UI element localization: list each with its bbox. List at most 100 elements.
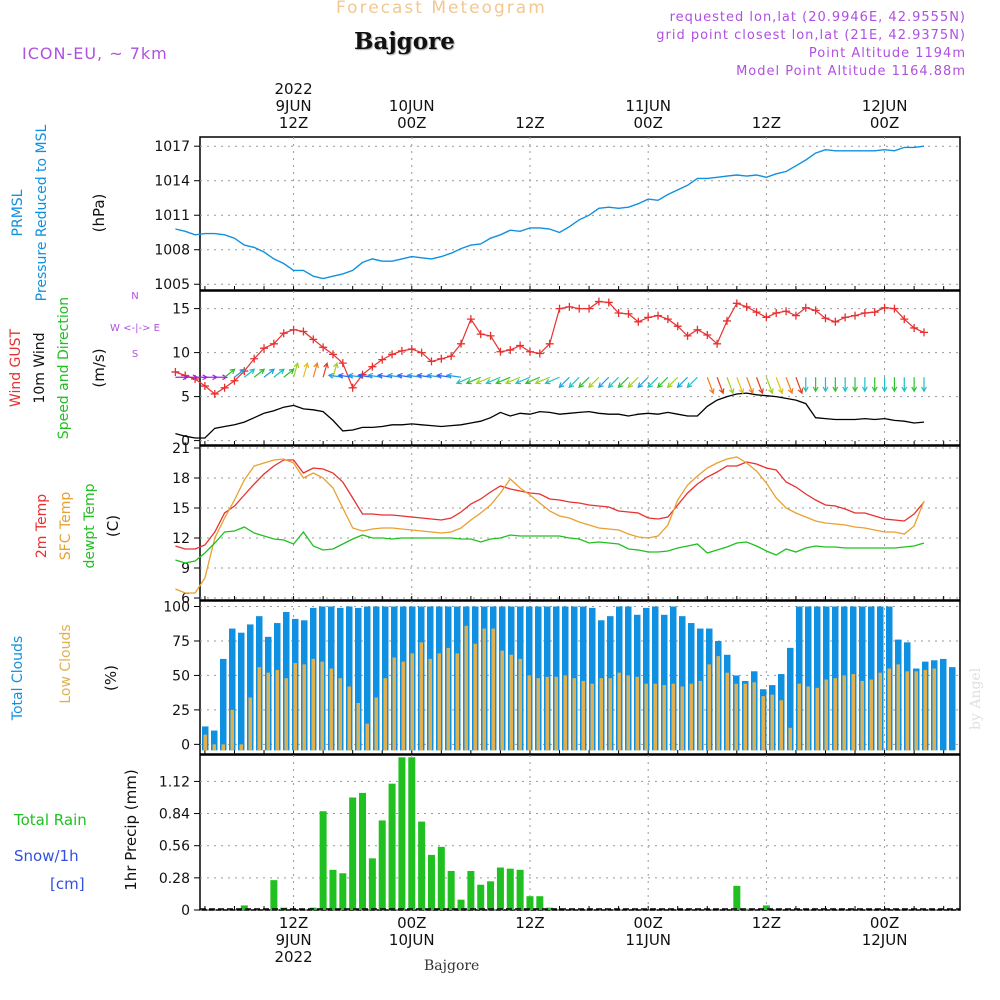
bottom-time-label: 11JUN	[625, 931, 671, 949]
low-cloud-bar	[464, 625, 468, 751]
wind-direction-arrow	[292, 362, 300, 378]
rain-bar	[467, 870, 475, 910]
low-cloud-bar	[797, 683, 801, 751]
meteogram-title: Forecast Meteogram	[336, 0, 547, 18]
top-time-label: 12Z	[515, 114, 544, 132]
low-cloud-bar	[869, 679, 873, 751]
wind-direction-arrow	[666, 376, 679, 389]
pressure-panel-frame	[199, 136, 961, 291]
rain-bar	[762, 905, 770, 910]
pressure-ytick-label: 1014	[154, 174, 190, 190]
low-cloud-bar	[878, 672, 882, 751]
rain-bar	[329, 869, 337, 910]
gust-marker	[772, 309, 781, 317]
bottom-time-label: 12JUN	[862, 931, 908, 949]
compass-south: S	[132, 349, 138, 360]
wind-direction-arrow	[637, 376, 649, 389]
low-cloud-bar	[563, 675, 567, 751]
rain-bar	[388, 783, 396, 910]
low-cloud-bar	[383, 678, 387, 751]
top-time-label: 2022	[274, 80, 312, 98]
gust-marker	[703, 331, 712, 339]
low-cloud-bar	[329, 668, 333, 751]
low-cloud-bar	[581, 680, 585, 751]
bottom-time-label: 10JUN	[389, 931, 435, 949]
clouds-panel-frame	[199, 600, 961, 755]
total-cloud-bar	[661, 614, 668, 751]
wind-direction-arrow	[676, 376, 688, 389]
temp-axis-label: 2m Temp	[34, 494, 50, 558]
wind-direction-arrow	[852, 377, 858, 393]
wind-ytick-label: 15	[172, 302, 190, 318]
wind-direction-arrow	[495, 376, 511, 385]
gust-marker	[525, 347, 534, 356]
gust-marker	[496, 347, 505, 356]
wind-direction-arrow	[524, 376, 541, 385]
total-cloud-bar	[805, 606, 812, 751]
wind-direction-arrow	[514, 376, 531, 385]
wind-direction-arrow	[445, 372, 462, 379]
rain-bar	[359, 792, 367, 910]
low-cloud-bar	[518, 658, 522, 751]
total-cloud-bar	[229, 628, 236, 751]
gust-marker	[407, 345, 416, 354]
total-clouds-axis-label: Total Clouds	[10, 636, 26, 721]
wind-direction-arrow	[736, 377, 745, 395]
low-cloud-bar	[320, 661, 324, 751]
top-time-label: 00Z	[397, 114, 426, 132]
low-cloud-bar	[689, 683, 693, 751]
temperature-ytick-label: 9	[181, 561, 190, 577]
dewpt-line	[175, 526, 925, 564]
rain-bar	[526, 896, 534, 910]
low-cloud-bar	[860, 680, 864, 751]
point-altitude: Point Altitude 1194m	[808, 46, 966, 61]
pressure-ytick-label: 1005	[154, 277, 190, 293]
gust-marker	[841, 313, 850, 322]
gust-marker	[791, 311, 800, 320]
gust-marker	[427, 357, 436, 366]
low-cloud-bar	[851, 674, 855, 751]
wind-direction-arrow	[842, 377, 849, 393]
wind-direction-arrow	[891, 377, 898, 393]
pressure-unit-label: (hPa)	[90, 194, 108, 233]
gust-marker	[555, 304, 564, 313]
rain-bar	[487, 881, 495, 910]
total-cloud-bar	[652, 606, 659, 751]
temp-unit-label: (C)	[104, 515, 122, 537]
wind-axis-label: 10m Wind	[32, 332, 48, 403]
sfc-axis-label: SFC Temp	[58, 492, 74, 561]
low-cloud-bar	[734, 683, 738, 751]
wind-direction-arrow	[465, 376, 481, 385]
low-cloud-bar	[752, 682, 756, 751]
low-cloud-bar	[446, 647, 450, 751]
low-cloud-bar	[545, 676, 549, 751]
gust-marker	[388, 350, 397, 359]
gust-marker	[299, 327, 308, 336]
low-clouds-axis-label: Low Clouds	[58, 624, 74, 703]
low-cloud-bar	[617, 672, 621, 751]
gust-marker	[919, 328, 928, 337]
low-cloud-bar	[662, 685, 666, 751]
gust-marker	[476, 330, 485, 339]
requested-coordinates: requested lon,lat (20.9946E, 42.9555N)	[669, 10, 966, 25]
total-cloud-bar	[796, 606, 803, 751]
gust-marker	[447, 352, 456, 361]
wind-direction-arrow	[607, 376, 620, 389]
rain-bar	[339, 873, 347, 910]
total-cloud-bar	[823, 606, 830, 751]
total-cloud-bar	[787, 647, 794, 751]
gust-marker	[634, 317, 643, 326]
wind-direction-arrow	[224, 368, 236, 378]
wind-direction-arrow	[455, 376, 472, 385]
compass-north: N	[131, 291, 138, 302]
top-time-label: 9JUN	[275, 97, 311, 115]
low-cloud-bar	[842, 675, 846, 751]
low-cloud-bar	[491, 628, 495, 751]
clouds-ytick-label: 100	[163, 600, 190, 616]
low-cloud-bar	[392, 657, 396, 751]
gust-marker	[260, 344, 269, 353]
rain-bar	[516, 869, 524, 910]
low-cloud-bar	[374, 697, 378, 751]
low-cloud-bar	[257, 667, 261, 751]
